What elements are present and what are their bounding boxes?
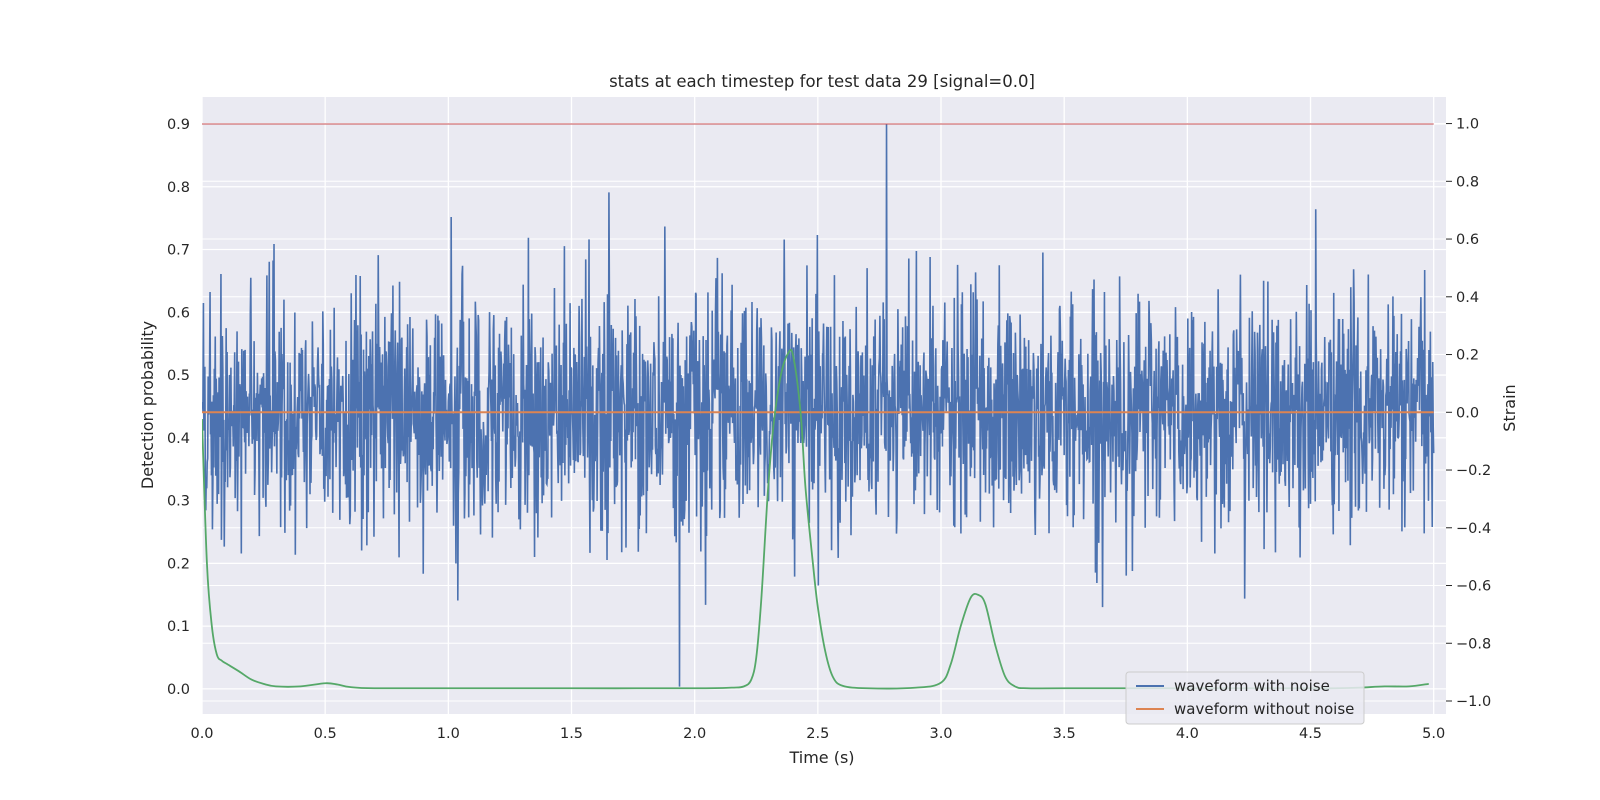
series-detection-probability — [202, 348, 1429, 690]
chart-title: stats at each timestep for test data 29 … — [609, 72, 1035, 91]
y-left-axis-ticks: 0.0 0.1 0.2 0.3 0.4 0.5 0.6 0.7 0.8 0.9 — [167, 117, 190, 698]
x-tick-label: 5.0 — [1422, 726, 1445, 742]
y-left-tick-label: 0.9 — [167, 117, 190, 133]
y-left-tick-label: 0.2 — [167, 556, 190, 572]
y-right-tick-label: −1.0 — [1456, 694, 1491, 710]
legend-box — [1125, 671, 1365, 725]
y-right-tick-label: −0.4 — [1456, 521, 1491, 537]
y-right-axis-ticks: 1.0 0.8 0.6 0.4 0.2 0.0 −0.2 −0.4 −0.6 −0.8 −1.0 — [1446, 117, 1491, 710]
y-right-tick-label: −0.2 — [1456, 463, 1491, 479]
y-right-tick-label: 0.0 — [1456, 405, 1479, 421]
x-tick-label: 3.5 — [1053, 726, 1076, 742]
x-tick-label: 1.5 — [560, 726, 583, 742]
x-tick-label: 4.5 — [1299, 726, 1322, 742]
y-left-tick-label: 0.4 — [167, 431, 190, 447]
y-left-tick-label: 0.7 — [167, 243, 190, 259]
y-right-tick-label: 0.2 — [1456, 348, 1479, 364]
y-right-tick-label: 0.4 — [1456, 290, 1479, 306]
y-right-tick-label: 1.0 — [1456, 117, 1479, 133]
y-left-axis-title: Detection probability — [138, 321, 157, 489]
x-tick-label: 2.5 — [806, 726, 829, 742]
y-left-tick-label: 0.1 — [167, 619, 190, 635]
y-left-tick-label: 0.8 — [167, 180, 190, 196]
y-right-tick-label: 0.8 — [1456, 174, 1479, 190]
legend-label-waveform-without-noise: waveform without noise — [1174, 700, 1354, 718]
y-left-tick-label: 0.6 — [167, 305, 190, 321]
y-left-tick-label: 0.0 — [167, 682, 190, 698]
legend-label-waveform-with-noise: waveform with noise — [1174, 677, 1330, 695]
x-tick-label: 0.5 — [314, 726, 337, 742]
legend: waveform with noise waveform without noi… — [1125, 671, 1365, 725]
y-right-tick-label: −0.6 — [1456, 579, 1491, 595]
y-right-axis-title: Strain — [1500, 384, 1519, 431]
x-axis-ticks: 0.0 0.5 1.0 1.5 2.0 2.5 3.0 3.5 4.0 4.5 5.0 — [190, 726, 1445, 742]
y-left-tick-label: 0.3 — [167, 494, 190, 510]
x-tick-label: 2.0 — [683, 726, 706, 742]
x-tick-label: 1.0 — [437, 726, 460, 742]
x-tick-label: 0.0 — [190, 726, 213, 742]
x-tick-label: 3.0 — [929, 726, 952, 742]
series-waveform-with-noise — [202, 123, 1435, 687]
x-tick-label: 4.0 — [1176, 726, 1199, 742]
y-right-tick-label: −0.8 — [1456, 636, 1491, 652]
x-axis-title: Time (s) — [788, 748, 854, 767]
y-right-tick-label: 0.6 — [1456, 232, 1479, 248]
y-left-tick-label: 0.5 — [167, 368, 190, 384]
